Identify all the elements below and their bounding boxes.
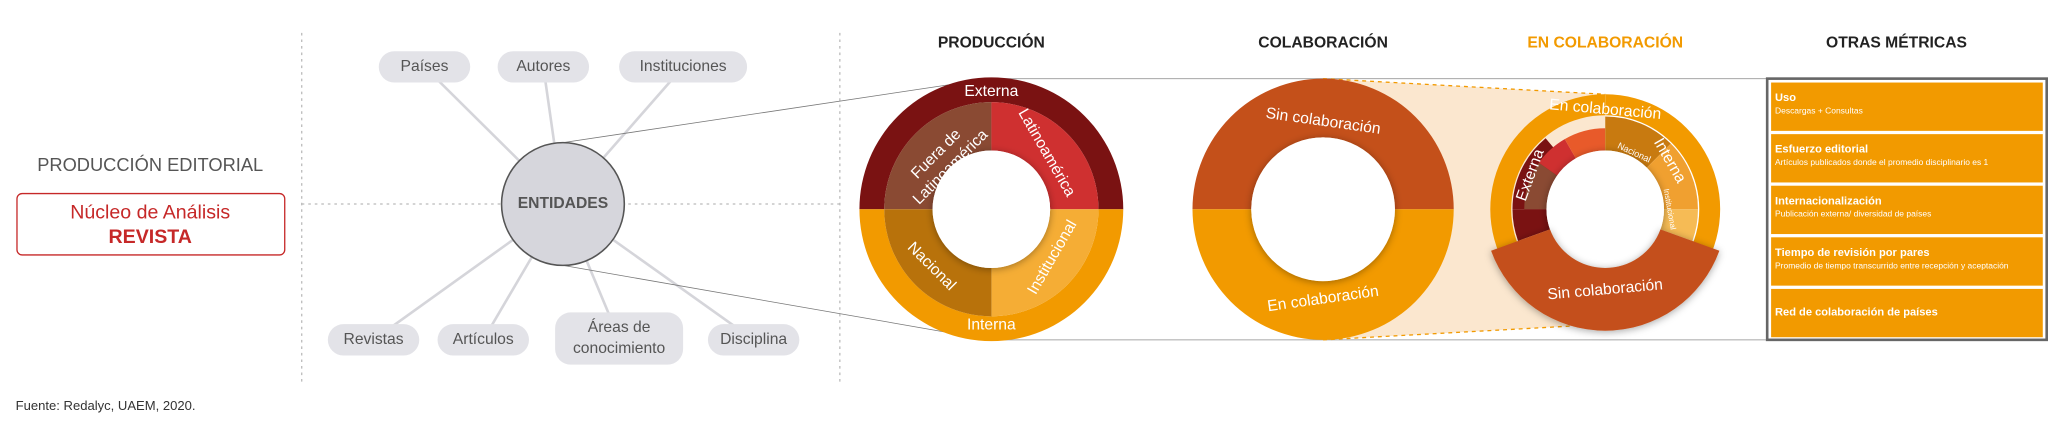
analysis-line: REVISTA [109,226,192,248]
entities-node [500,141,626,267]
ring-label: Interna [967,317,1016,334]
ring-segment [1192,78,1454,210]
pill-label: Autores [516,58,570,75]
pill [437,324,529,356]
zoom-line [562,265,991,341]
entities-label: ENTIDADES [518,195,608,212]
metric-box [1771,288,2043,338]
zoom-line [562,78,991,144]
hole [1546,150,1664,269]
pill-label: Artículos [453,331,514,348]
ring-segment [1491,229,1720,331]
metric-title: Uso [1775,92,1796,104]
pill [497,51,590,83]
source: Fuente: Redalyc, UAEM, 2020. [16,398,196,413]
ring-segment [859,77,1124,210]
pill [555,312,684,365]
pill [327,324,420,356]
pill-label: Disciplina [720,331,787,348]
ring-segment [884,102,992,210]
ring-segment [1605,116,1671,168]
metric-box [1771,237,2043,286]
ring-segment [991,209,1099,317]
metric-subtitle: Publicación externa/ diversidad de paíse… [1775,209,1931,219]
metric-title: Esfuerzo editorial [1775,144,1868,156]
pill [378,51,471,83]
metric-title: Internacionalización [1775,195,1882,207]
pill-label: Revistas [344,331,404,348]
ring-segment [1660,209,1698,241]
ring-segment [991,102,1099,210]
analysis-box [16,192,286,256]
hole [1251,137,1395,282]
pill [619,51,748,83]
pill-label: Áreas de [588,317,651,336]
ring-segment [1524,162,1558,210]
section-title: PRODUCCIÓN [938,32,1045,51]
metric-subtitle: Artículos publicados donde el promedio d… [1775,157,1989,167]
metric-box [1771,185,2043,235]
section-title: OTRAS MÉTRICAS [1826,32,1967,51]
ring-segment [1192,209,1454,340]
analysis-line: Núcleo de Análisis [70,201,230,223]
ring-segment [1564,128,1606,159]
ring-segment [1646,143,1698,210]
metric-box [1771,134,2043,183]
metric-title: Red de colaboración de países [1775,306,1938,318]
section-title: COLABORACIÓN [1258,32,1388,51]
ring-segment [884,209,992,317]
ring-segment [859,209,1124,342]
zoom-edge [1323,77,1606,341]
pill-label: conocimiento [573,340,666,357]
pill-label: Países [401,58,449,75]
ring-segment [1512,209,1550,241]
metric-title: Tiempo de revisión por pares [1775,247,1930,259]
pill [707,324,800,356]
metric-subtitle: Promedio de tiempo transcurrido entre re… [1775,260,2009,270]
pill-label: Instituciones [640,58,727,75]
ring-segment [1538,139,1576,176]
section-title: EN COLABORACIÓN [1527,32,1683,51]
metric-box [1771,82,2043,131]
left-title: PRODUCCIÓN EDITORIAL [37,154,263,175]
hole [932,150,1051,269]
ring-label: Externa [964,83,1018,100]
metric-subtitle: Descargas + Consultas [1775,106,1863,116]
